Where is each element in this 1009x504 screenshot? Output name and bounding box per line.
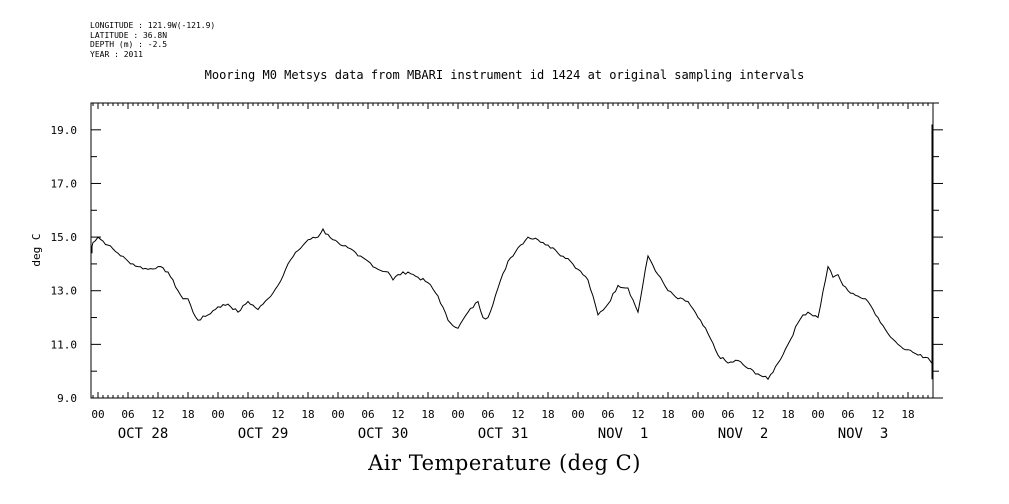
x-day-label: OCT 30 bbox=[358, 426, 409, 442]
x-tick-label: 12 bbox=[391, 408, 404, 421]
x-day-label: OCT 31 bbox=[478, 426, 529, 442]
tick-marks bbox=[91, 102, 943, 399]
x-tick-label: 06 bbox=[361, 408, 374, 421]
metadata-block: LONGITUDE : 121.9W(-121.9) LATITUDE : 36… bbox=[90, 21, 215, 59]
x-tick-label: 00 bbox=[331, 408, 344, 421]
y-axis-label: deg C bbox=[30, 233, 43, 266]
longitude-text: LONGITUDE : 121.9W(-121.9) bbox=[90, 21, 216, 30]
x-tick-label: 12 bbox=[751, 408, 764, 421]
plot-frame bbox=[90, 102, 934, 399]
x-tick-label: 00 bbox=[91, 408, 104, 421]
y-tick-label: 17.0 bbox=[51, 177, 78, 190]
x-tick-label: 12 bbox=[871, 408, 884, 421]
x-tick-label: 06 bbox=[721, 408, 734, 421]
x-tick-label: 18 bbox=[781, 408, 794, 421]
x-tick-label: 00 bbox=[571, 408, 584, 421]
x-day-label: OCT 29 bbox=[238, 426, 289, 442]
x-day-label: NOV 1 bbox=[598, 426, 649, 442]
x-tick-label: 00 bbox=[451, 408, 464, 421]
x-tick-labels: 00 06 12 18 00 06 12 18 00 06 12 18 00 06 12 18 00 06 12 18… bbox=[91, 408, 914, 421]
y-tick-label: 13.0 bbox=[51, 285, 78, 298]
x-tick-label: 06 bbox=[841, 408, 854, 421]
x-tick-label: 06 bbox=[121, 408, 134, 421]
x-tick-label: 18 bbox=[301, 408, 314, 421]
x-tick-label: 12 bbox=[151, 408, 164, 421]
x-tick-label: 06 bbox=[241, 408, 254, 421]
y-tick-label: 19.0 bbox=[51, 124, 78, 137]
chart-title: Mooring M0 Metsys data from MBARI instru… bbox=[204, 68, 805, 82]
x-day-label: NOV 3 bbox=[838, 426, 889, 442]
x-tick-label: 12 bbox=[511, 408, 524, 421]
latitude-text: LATITUDE : 36.8N bbox=[90, 30, 168, 40]
x-tick-label: 00 bbox=[691, 408, 704, 421]
x-tick-label: 06 bbox=[481, 408, 494, 421]
x-tick-label: 18 bbox=[181, 408, 194, 421]
x-tick-label: 00 bbox=[211, 408, 224, 421]
x-day-label: NOV 2 bbox=[718, 426, 769, 442]
depth-text: DEPTH (m) : -2.5 bbox=[90, 40, 168, 49]
y-tick-label: 15.0 bbox=[51, 231, 78, 244]
year-text: YEAR : 2011 bbox=[90, 49, 143, 59]
x-day-label: OCT 28 bbox=[118, 426, 169, 442]
x-tick-label: 12 bbox=[271, 408, 284, 421]
x-tick-label: 06 bbox=[601, 408, 614, 421]
y-tick-label: 11.0 bbox=[51, 338, 78, 351]
x-day-labels: OCT 28 OCT 29 OCT 30 OCT 31 NOV 1 NOV 2 NOV 3 bbox=[118, 426, 889, 442]
x-axis-label: Air Temperature (deg C) bbox=[368, 451, 641, 475]
x-tick-label: 18 bbox=[541, 408, 554, 421]
series-line bbox=[91, 124, 933, 381]
x-tick-label: 18 bbox=[661, 408, 674, 421]
x-tick-label: 18 bbox=[421, 408, 434, 421]
x-tick-label: 12 bbox=[631, 408, 644, 421]
x-tick-label: 18 bbox=[901, 408, 914, 421]
y-tick-labels: 9.0 11.0 13.0 15.0 17.0 19.0 bbox=[51, 124, 78, 405]
y-tick-label: 9.0 bbox=[57, 392, 77, 405]
x-tick-label: 00 bbox=[811, 408, 824, 421]
